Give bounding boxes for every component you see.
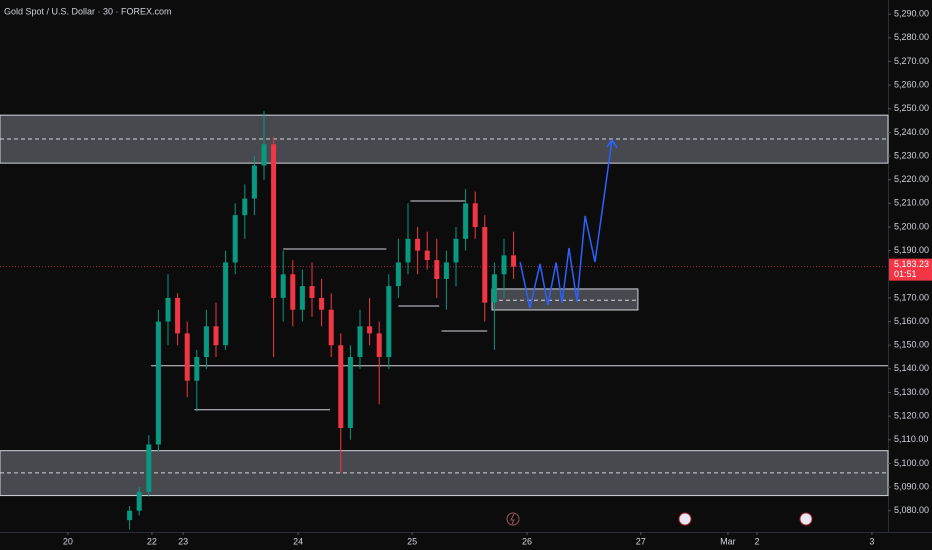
candle-body [443,262,449,280]
y-tick-label: 5,140.00 [894,363,929,373]
candle-body [501,255,507,275]
y-tick-label: 5,160.00 [894,316,929,326]
event-icon[interactable] [678,512,692,526]
y-tick-label: 5,230.00 [894,150,929,160]
candle-body [386,286,392,358]
candle-body [395,262,401,287]
projection-arrowhead [606,138,618,149]
candle-body [491,274,497,303]
x-tick-label: 2 [754,536,759,546]
candle-body [338,345,344,428]
zone [491,288,639,311]
candle-body [482,226,488,303]
candle-body [175,297,181,334]
candle-body [376,333,382,358]
candle-body [434,260,440,280]
candle-body [280,274,286,298]
y-tick-label: 5,150.00 [894,340,929,350]
candle-body [405,238,411,263]
candle-body [223,262,229,346]
y-tick-label: 5,100.00 [894,458,929,468]
candle-body [184,333,190,381]
chart-title: Gold Spot / U.S. Dollar · 30 · FOREX.com [4,6,172,16]
x-tick-label: 22 [147,536,157,546]
x-tick-label: Mar [720,536,736,546]
y-tick-label: 5,130.00 [894,387,929,397]
candle-body [357,326,363,358]
candle-body [146,444,152,492]
candle-body [136,491,142,511]
y-tick-label: 5,200.00 [894,221,929,231]
event-icon[interactable] [799,512,813,526]
y-tick-label: 5,260.00 [894,79,929,89]
y-tick-label: 5,280.00 [894,32,929,42]
y-tick-label: 5,190.00 [894,245,929,255]
x-tick-label: 24 [293,536,303,546]
x-tick-label: 20 [63,536,73,546]
y-tick-label: 5,250.00 [894,103,929,113]
x-tick-label: 23 [178,536,188,546]
event-icon-bolt [510,513,515,525]
candle-body [232,215,238,263]
candle-body [261,144,267,166]
candle-body [213,326,219,346]
y-tick-label: 5,090.00 [894,481,929,491]
candle-body [511,255,517,267]
countdown-label: 01:51 [894,269,917,279]
candle-body [463,203,469,239]
candle-body [165,297,171,322]
candle-body [194,357,200,381]
candle-body [242,198,248,216]
y-tick-label: 5,220.00 [894,174,929,184]
candle-body [424,250,430,261]
x-tick-label: 3 [869,536,874,546]
x-tick-label: 26 [522,536,532,546]
candle-body [203,326,209,358]
candle-body [271,144,277,298]
candle-body [328,309,334,346]
candle-body [127,510,133,521]
plot [0,111,889,530]
candle-body [319,297,325,310]
candle-body [309,286,315,298]
candle-body [347,357,353,428]
y-tick-label: 5,080.00 [894,505,929,515]
y-tick-label: 5,110.00 [894,434,928,444]
y-tick-label: 5,120.00 [894,411,929,421]
event-icon[interactable] [506,512,520,526]
y-tick-label: 5,170.00 [894,292,929,302]
candle-body [367,326,373,334]
projection-path [519,139,613,309]
candle-body [299,286,305,310]
last-price-label: 5,183.23 [894,259,929,269]
candle-body [453,238,459,263]
y-tick-label: 5,270.00 [894,56,929,66]
candle-body [251,165,257,199]
candle-body [290,274,296,310]
candle-body [472,203,478,227]
candle-body [415,238,421,251]
candle-body [155,321,161,445]
x-tick-label: 25 [407,536,417,546]
y-tick-label: 5,290.00 [894,9,929,19]
x-tick-label: 27 [636,536,646,546]
y-tick-label: 5,240.00 [894,127,929,137]
last-price-box [889,258,932,281]
event-icons [506,512,813,526]
y-tick-label: 5,210.00 [894,198,929,208]
